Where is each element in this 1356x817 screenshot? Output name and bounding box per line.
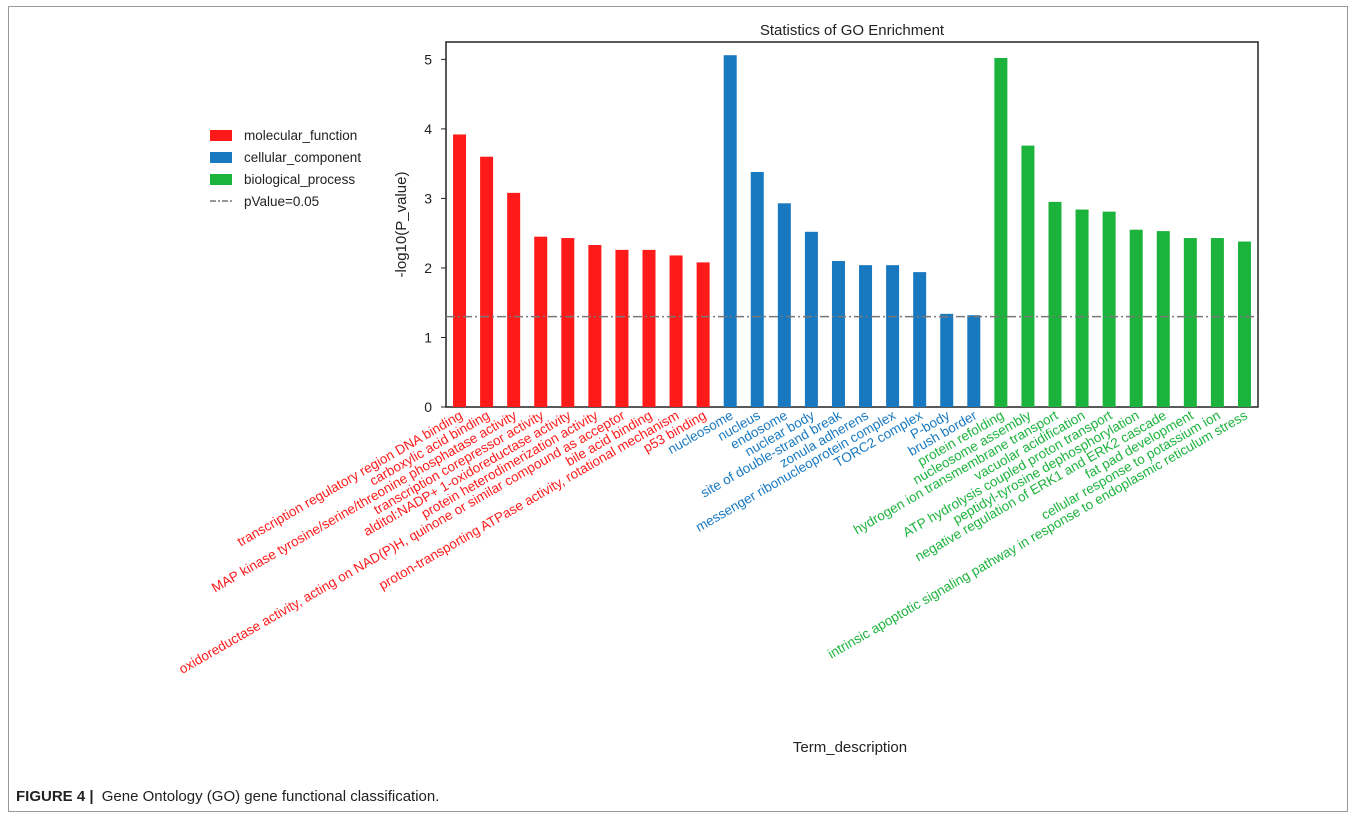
plot-frame: [445, 41, 1259, 408]
legend-label: pValue=0.05: [244, 194, 319, 209]
bar-biological_process-9: [1237, 241, 1251, 407]
bar-molecular_function-0: [453, 134, 467, 407]
legend-label: molecular_function: [244, 128, 357, 143]
y-tick-label: 0: [424, 399, 432, 415]
chart-title: Statistics of GO Enrichment: [760, 22, 945, 39]
bar-biological_process-2: [1048, 201, 1062, 407]
y-tick-label: 4: [424, 121, 432, 137]
bar-molecular_function-1: [480, 156, 494, 407]
bar-biological_process-8: [1210, 238, 1224, 407]
bar-biological_process-6: [1156, 231, 1170, 407]
y-tick-label: 3: [424, 190, 432, 206]
bar-molecular_function-4: [561, 238, 575, 407]
caption-text: Gene Ontology (GO) gene functional class…: [101, 788, 440, 805]
bar-biological_process-1: [1021, 145, 1035, 408]
legend-swatch-biological_process: [210, 174, 232, 185]
bar-cellular_component-8: [940, 313, 954, 407]
legend-label: cellular_component: [244, 150, 361, 165]
bar-molecular_function-9: [696, 262, 710, 407]
bar-biological_process-5: [1129, 229, 1143, 407]
legend-swatch-cellular_component: [210, 152, 232, 163]
bar-cellular_component-3: [804, 231, 818, 407]
figure-caption: FIGURE 4 | Gene Ontology (GO) gene funct…: [16, 788, 439, 805]
figure-frame: [8, 6, 1348, 812]
bar-cellular_component-4: [831, 261, 845, 407]
bar-cellular_component-2: [777, 203, 791, 407]
bar-cellular_component-1: [750, 172, 764, 407]
legend-swatch-molecular_function: [210, 130, 232, 141]
bar-molecular_function-5: [588, 245, 602, 407]
bar-biological_process-7: [1183, 238, 1197, 407]
bar-molecular_function-7: [642, 249, 656, 407]
y-axis-label: -log10(P_value): [393, 172, 410, 278]
x-axis-label: Term_description: [793, 739, 907, 756]
bar-cellular_component-0: [723, 55, 737, 407]
y-tick-label: 5: [424, 51, 432, 67]
bar-biological_process-0: [994, 57, 1008, 407]
bar-molecular_function-3: [534, 236, 548, 407]
bar-molecular_function-2: [507, 192, 521, 407]
y-tick-label: 2: [424, 260, 432, 276]
bar-molecular_function-6: [615, 249, 629, 407]
bar-cellular_component-5: [859, 265, 873, 407]
bar-molecular_function-8: [669, 255, 683, 407]
bar-cellular_component-7: [913, 272, 927, 407]
bar-biological_process-4: [1102, 211, 1116, 407]
bar-cellular_component-9: [967, 315, 981, 407]
caption-label: FIGURE 4 |: [16, 788, 94, 805]
bar-biological_process-3: [1075, 209, 1089, 407]
y-tick-label: 1: [424, 329, 432, 345]
legend-label: biological_process: [244, 172, 355, 187]
bar-cellular_component-6: [886, 265, 900, 407]
